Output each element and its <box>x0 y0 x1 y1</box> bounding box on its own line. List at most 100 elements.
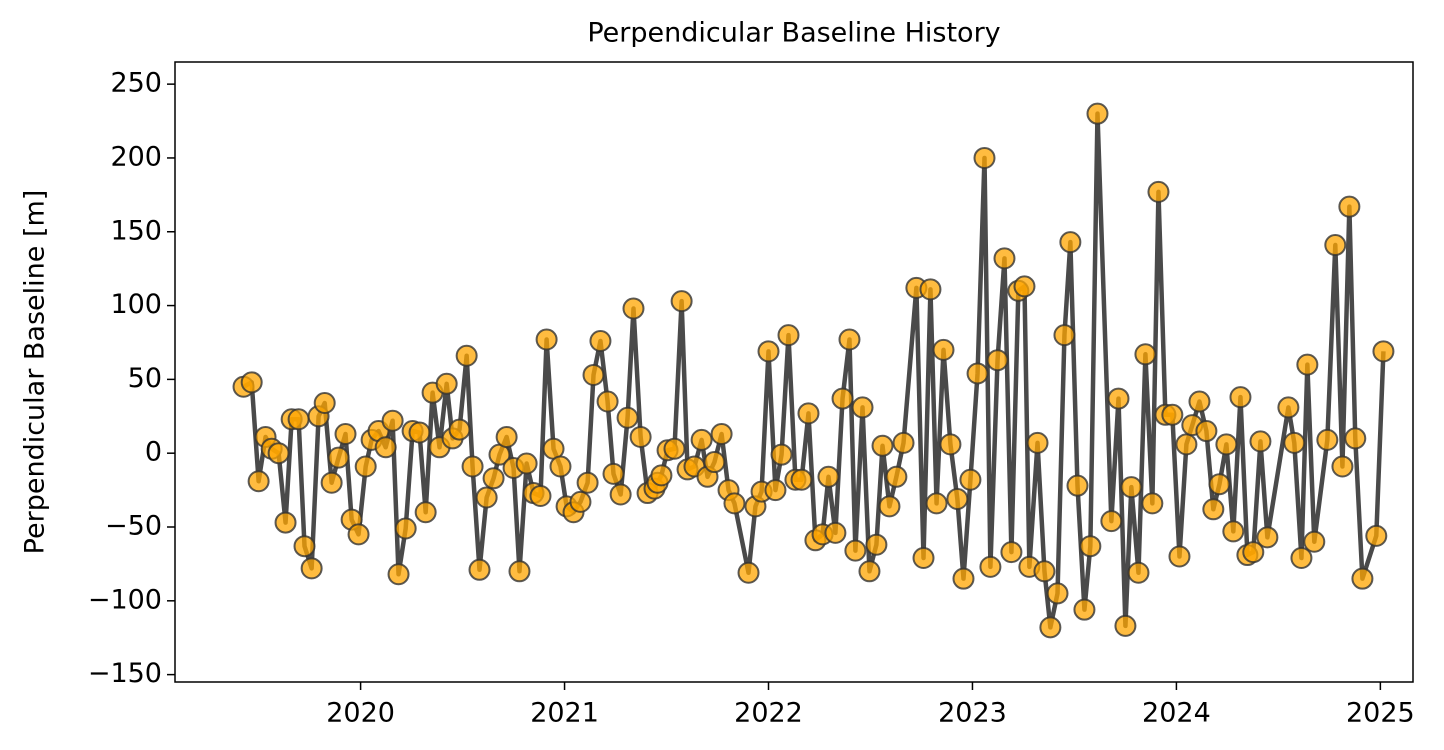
data-point <box>347 523 370 546</box>
y-tick-label: −150 <box>88 658 162 689</box>
data-point <box>1215 433 1238 456</box>
data-point <box>1053 324 1076 347</box>
data-point <box>844 539 867 562</box>
data-point <box>482 467 505 490</box>
data-point <box>569 490 592 513</box>
data-point <box>1120 476 1143 499</box>
data-point <box>777 324 800 347</box>
data-point <box>1283 431 1306 454</box>
data-point <box>1303 530 1326 553</box>
data-point <box>267 442 290 465</box>
data-point <box>764 479 787 502</box>
data-point <box>993 247 1016 270</box>
data-point <box>1059 231 1082 254</box>
data-point <box>1039 616 1062 639</box>
data-point <box>986 349 1009 372</box>
data-point <box>919 278 942 301</box>
data-point <box>1026 431 1049 454</box>
data-point <box>300 557 323 580</box>
data-point <box>865 533 888 556</box>
data-point <box>1222 520 1245 543</box>
data-point <box>1013 275 1036 298</box>
data-point <box>959 468 982 491</box>
x-tick-label: 2021 <box>530 698 599 729</box>
data-point <box>723 492 746 515</box>
data-point <box>1066 474 1089 497</box>
data-point <box>475 486 498 509</box>
x-tick-label: 2023 <box>938 698 1007 729</box>
x-tick-label: 2025 <box>1346 698 1415 729</box>
x-tick-label: 2020 <box>326 698 395 729</box>
data-point <box>1338 195 1361 218</box>
data-point <box>1141 492 1164 515</box>
data-point <box>797 402 820 425</box>
data-point <box>690 428 713 451</box>
data-point <box>313 392 336 414</box>
data-point <box>240 371 263 394</box>
data-point <box>979 555 1002 578</box>
data-point <box>1296 353 1319 376</box>
y-tick-label: −50 <box>105 511 162 542</box>
data-point <box>549 455 572 478</box>
plot-frame <box>174 61 1414 683</box>
y-tick-label: 0 <box>145 437 162 468</box>
data-point <box>878 495 901 518</box>
data-point <box>609 483 632 506</box>
data-point <box>1161 403 1184 426</box>
data-point <box>515 452 538 475</box>
data-point <box>824 521 847 544</box>
data-point <box>871 434 894 457</box>
data-point <box>1000 541 1023 564</box>
data-point <box>468 558 491 581</box>
data-point <box>508 560 531 583</box>
data-point <box>374 436 397 459</box>
data-point <box>966 362 989 385</box>
data-point <box>381 409 404 432</box>
data-point <box>629 425 652 448</box>
y-tick-label: 100 <box>110 289 162 320</box>
data-point <box>1147 180 1170 203</box>
data-point <box>939 433 962 456</box>
data-point <box>925 492 948 515</box>
y-tick-label: 150 <box>110 215 162 246</box>
data-point <box>1372 340 1395 363</box>
data-point <box>885 465 908 488</box>
data-point <box>293 535 316 558</box>
data-point <box>1344 427 1367 450</box>
data-point <box>320 471 343 494</box>
data-point <box>354 455 377 478</box>
data-point <box>663 437 686 460</box>
data-point <box>414 501 437 524</box>
data-point <box>1290 547 1313 569</box>
x-tick-label: 2022 <box>734 698 803 729</box>
data-point <box>838 328 861 351</box>
data-point <box>435 372 458 395</box>
data-point <box>1127 561 1150 584</box>
data-point <box>535 328 558 351</box>
data-point <box>1324 234 1347 257</box>
y-axis-label: Perpendicular Baseline [m] <box>20 190 51 555</box>
y-tick-label: 250 <box>110 68 162 99</box>
data-point <box>394 517 417 540</box>
data-point <box>576 471 599 494</box>
data-point <box>1208 473 1231 496</box>
data-point <box>737 561 760 584</box>
data-point <box>1365 524 1388 547</box>
data-point <box>1229 386 1252 409</box>
data-point <box>1073 598 1096 621</box>
data-point <box>973 146 996 169</box>
data-point <box>529 485 552 507</box>
data-point <box>247 470 270 493</box>
data-point <box>1134 343 1157 366</box>
data-point <box>912 547 935 569</box>
data-point <box>589 330 612 352</box>
data-point <box>1331 455 1354 478</box>
data-point <box>1086 102 1109 125</box>
data-point <box>455 344 478 367</box>
data-point <box>892 431 915 454</box>
data-point <box>448 418 471 441</box>
data-point <box>946 487 969 510</box>
data-point <box>1249 430 1272 453</box>
data-point <box>596 390 619 413</box>
